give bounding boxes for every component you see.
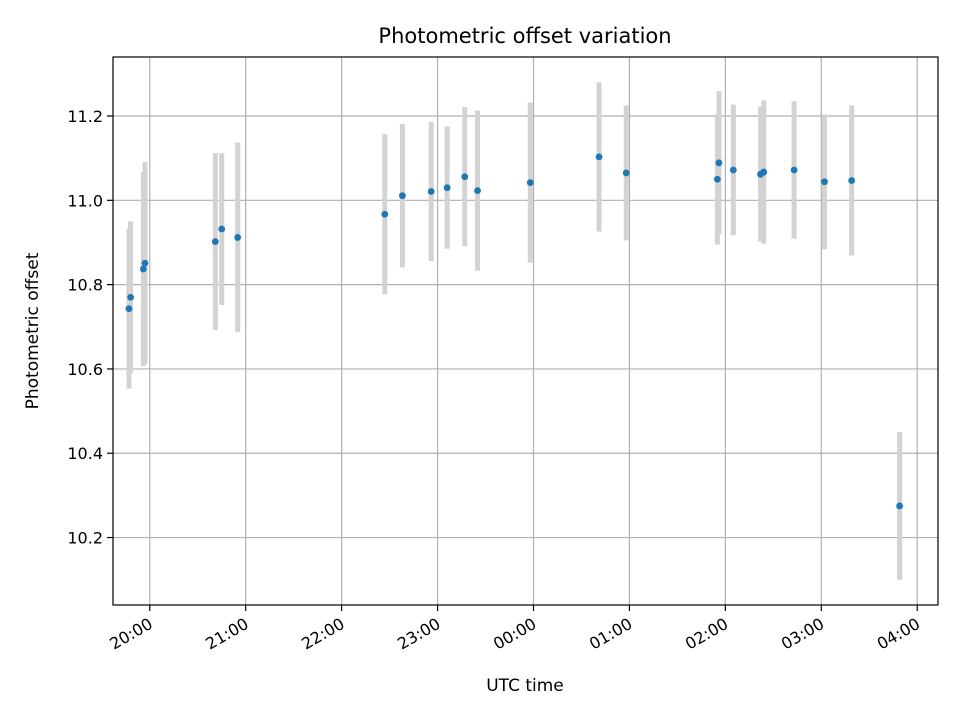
x-tick-label: 01:00 [586,614,635,654]
x-tick-label: 04:00 [874,614,923,654]
errorbar-layer [126,82,903,580]
data-point [821,178,828,186]
data-point [139,265,147,273]
data-point [127,293,134,301]
data-point [595,153,603,161]
data-point [461,173,469,181]
y-tick-label: 10.8 [67,276,103,295]
x-tick-label: 23:00 [394,614,443,654]
plot-frame [112,56,939,606]
data-point [715,159,723,167]
x-tick-label: 21:00 [202,614,251,654]
data-point [526,179,534,187]
y-tick-label: 11.2 [67,107,103,126]
x-tick-label: 22:00 [298,614,347,654]
data-point [125,305,133,313]
y-tick-label: 10.4 [67,444,103,463]
data-point [848,177,856,184]
data-point [474,187,481,195]
x-tick-label: 03:00 [778,614,827,654]
grid-layer [113,57,938,605]
data-point [443,184,451,192]
y-tick-label: 10.2 [67,529,103,548]
x-tick-label: 20:00 [106,614,155,654]
y-tick-label: 11.0 [67,191,103,210]
x-tick-label: 02:00 [682,614,731,654]
data-point [713,175,721,183]
point-layer [125,153,904,510]
x-tick-label: 00:00 [490,614,539,654]
data-point [896,502,904,510]
data-point [218,225,226,233]
x-axis-label: UTC time [486,676,564,696]
data-point [141,259,149,267]
data-point [790,166,798,174]
data-point [211,238,219,246]
data-point [729,166,737,174]
data-point [234,234,242,241]
y-axis-label: Photometric offset [23,252,43,409]
chart-title: Photometric offset variation [378,24,671,48]
data-point [427,188,435,195]
data-point [398,192,406,200]
data-point [760,168,768,176]
data-point [622,169,630,177]
data-point [381,210,389,218]
y-tick-label: 10.6 [67,360,103,379]
